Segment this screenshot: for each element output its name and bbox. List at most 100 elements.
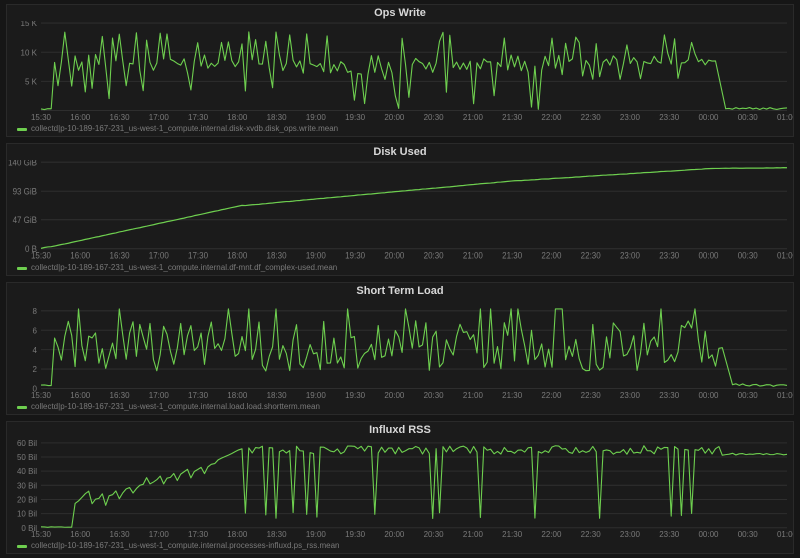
x-tick-label: 20:00	[384, 250, 404, 261]
series-line	[41, 446, 787, 528]
x-tick-label: 17:00	[149, 530, 170, 539]
x-tick-label: 00:30	[738, 530, 759, 539]
x-tick-label: 23:30	[659, 250, 679, 261]
x-tick-label: 16:30	[110, 113, 130, 122]
x-tick-label: 15:30	[31, 250, 51, 261]
x-tick-label: 22:00	[541, 391, 561, 400]
x-tick-label: 18:00	[227, 530, 248, 539]
x-tick-label: 01:00	[777, 391, 793, 400]
x-tick-label: 17:00	[149, 250, 169, 261]
y-tick-label: 10 Bil	[17, 510, 37, 519]
y-tick-label: 40 Bil	[17, 467, 37, 476]
x-tick-label: 17:00	[149, 113, 169, 122]
x-tick-label: 21:00	[463, 391, 483, 400]
x-tick-label: 21:00	[463, 250, 483, 261]
x-tick-label: 17:30	[188, 391, 208, 400]
x-tick-label: 20:30	[424, 391, 444, 400]
panel-short-term-load: Short Term Load0246815:3016:0016:3017:00…	[6, 282, 794, 415]
x-tick-label: 19:30	[345, 113, 365, 122]
legend-label: collectd|p-10-189-167-231_us-west-1_comp…	[31, 125, 338, 133]
x-tick-label: 18:00	[227, 391, 247, 400]
x-tick-label: 19:00	[306, 250, 326, 261]
legend-swatch	[17, 267, 27, 270]
y-tick-label: 10 K	[21, 48, 38, 57]
y-tick-label: 60 Bil	[17, 439, 37, 448]
x-tick-label: 21:00	[463, 113, 483, 122]
legend[interactable]: collectd|p-10-189-167-231_us-west-1_comp…	[7, 123, 793, 136]
x-tick-label: 16:30	[110, 530, 131, 539]
x-tick-label: 21:30	[502, 250, 522, 261]
x-tick-label: 19:30	[345, 250, 365, 261]
x-tick-label: 19:30	[345, 530, 366, 539]
x-tick-label: 23:30	[659, 391, 679, 400]
panel-ops-write: Ops Write5 K10 K15 K15:3016:0016:3017:00…	[6, 4, 794, 137]
x-tick-label: 18:00	[227, 113, 247, 122]
panel-influxd-rss: Influxd RSS0 Bil10 Bil20 Bil30 Bil40 Bil…	[6, 421, 794, 554]
series-line	[41, 168, 787, 249]
x-tick-label: 22:00	[541, 530, 562, 539]
legend-label: collectd|p-10-189-167-231_us-west-1_comp…	[31, 264, 337, 272]
x-tick-label: 00:30	[738, 250, 758, 261]
x-tick-label: 16:00	[70, 391, 90, 400]
x-tick-label: 22:30	[581, 250, 601, 261]
legend[interactable]: collectd|p-10-189-167-231_us-west-1_comp…	[7, 262, 793, 275]
legend-label: collectd|p-10-189-167-231_us-west-1_comp…	[31, 403, 320, 411]
x-tick-label: 23:00	[620, 113, 640, 122]
x-tick-label: 20:00	[384, 113, 404, 122]
y-tick-label: 4	[33, 346, 38, 355]
legend[interactable]: collectd|p-10-189-167-231_us-west-1_comp…	[7, 540, 793, 553]
legend[interactable]: collectd|p-10-189-167-231_us-west-1_comp…	[7, 401, 793, 414]
chart-area[interactable]: 0 Bil10 Bil20 Bil30 Bil40 Bil50 Bil60 Bi…	[7, 438, 793, 540]
chart-area[interactable]: 0 B47 GiB93 GiB140 GiB15:3016:0016:3017:…	[7, 160, 793, 262]
legend-swatch	[17, 128, 27, 131]
x-tick-label: 20:30	[424, 250, 444, 261]
x-tick-label: 20:30	[424, 530, 445, 539]
panel-disk-used: Disk Used0 B47 GiB93 GiB140 GiB15:3016:0…	[6, 143, 794, 276]
series-line	[41, 32, 787, 110]
x-tick-label: 19:00	[306, 113, 326, 122]
x-tick-label: 23:30	[659, 530, 680, 539]
x-tick-label: 17:30	[188, 530, 209, 539]
x-tick-label: 16:30	[110, 391, 130, 400]
x-tick-label: 16:00	[70, 530, 91, 539]
x-tick-label: 18:30	[267, 113, 287, 122]
x-tick-label: 18:00	[227, 250, 247, 261]
x-tick-label: 20:00	[384, 530, 405, 539]
y-tick-label: 47 GiB	[13, 215, 38, 226]
x-tick-label: 22:30	[581, 391, 601, 400]
x-tick-label: 21:30	[502, 113, 522, 122]
x-tick-label: 00:30	[738, 113, 758, 122]
x-tick-label: 17:30	[188, 250, 208, 261]
y-tick-label: 2	[33, 365, 38, 374]
x-tick-label: 00:00	[698, 391, 718, 400]
x-tick-label: 21:00	[463, 530, 484, 539]
x-tick-label: 16:00	[70, 250, 90, 261]
chart-area[interactable]: 0246815:3016:0016:3017:0017:3018:0018:30…	[7, 299, 793, 401]
x-tick-label: 19:00	[306, 530, 327, 539]
y-tick-label: 6	[33, 326, 38, 335]
x-tick-label: 20:00	[384, 391, 404, 400]
panel-title: Influxd RSS	[7, 422, 793, 438]
y-tick-label: 15 K	[21, 21, 38, 28]
x-tick-label: 23:30	[659, 113, 679, 122]
y-tick-label: 5 K	[25, 77, 38, 86]
x-tick-label: 21:30	[502, 391, 522, 400]
legend-swatch	[17, 406, 27, 409]
x-tick-label: 22:00	[541, 250, 561, 261]
x-tick-label: 18:30	[267, 250, 287, 261]
x-tick-label: 01:00	[777, 113, 793, 122]
x-tick-label: 20:30	[424, 113, 444, 122]
x-tick-label: 16:30	[110, 250, 130, 261]
panel-title: Short Term Load	[7, 283, 793, 299]
x-tick-label: 19:00	[306, 391, 326, 400]
x-tick-label: 22:30	[581, 113, 601, 122]
x-tick-label: 21:30	[502, 530, 523, 539]
x-tick-label: 19:30	[345, 391, 365, 400]
panel-title: Disk Used	[7, 144, 793, 160]
x-tick-label: 15:30	[31, 113, 51, 122]
x-tick-label: 00:30	[738, 391, 758, 400]
y-tick-label: 93 GiB	[13, 186, 38, 197]
chart-area[interactable]: 5 K10 K15 K15:3016:0016:3017:0017:3018:0…	[7, 21, 793, 123]
legend-swatch	[17, 545, 27, 548]
y-tick-label: 140 GiB	[8, 160, 37, 168]
